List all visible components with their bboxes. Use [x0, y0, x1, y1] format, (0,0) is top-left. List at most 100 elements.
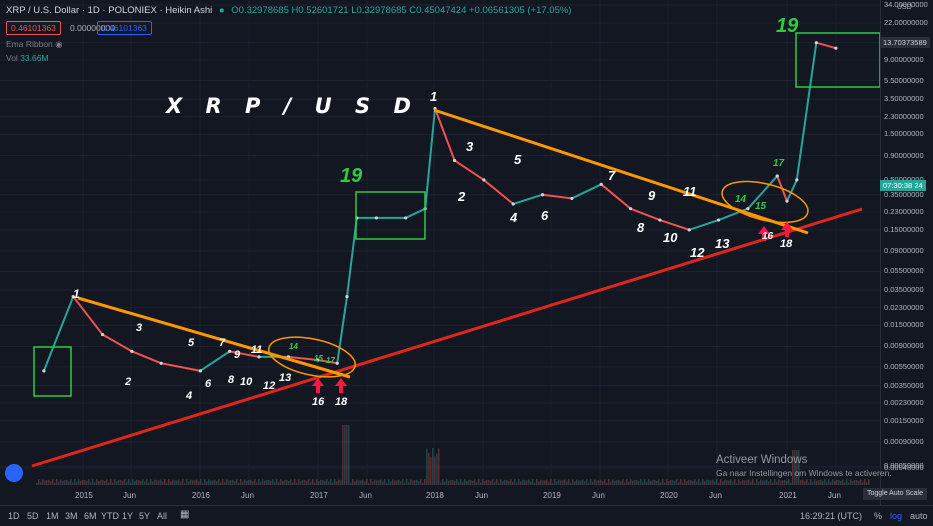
volume-bar — [220, 482, 222, 485]
status-dot-icon: ● — [218, 5, 225, 16]
volume-bar — [742, 479, 744, 485]
volume-bar — [70, 479, 72, 485]
eye-icon[interactable]: ◉ — [55, 39, 63, 49]
volume-bar — [114, 479, 116, 485]
volume-bar — [184, 482, 186, 485]
range-5d[interactable]: 5D — [27, 511, 39, 521]
wave-label: 19 — [776, 15, 799, 37]
volume-bar — [744, 480, 746, 485]
volume-bar — [272, 479, 274, 485]
volume-bar — [514, 479, 516, 485]
log-toggle[interactable]: log — [890, 511, 903, 521]
volume-bar — [644, 479, 646, 485]
price-point — [228, 349, 232, 353]
volume-bar — [196, 479, 198, 485]
volume-bar — [406, 479, 408, 485]
volume-bar — [428, 452, 430, 485]
volume-bar — [598, 480, 600, 485]
volume-bar — [458, 482, 460, 485]
volume-bar — [364, 481, 366, 485]
auto-toggle[interactable]: auto — [910, 511, 928, 521]
percent-toggle[interactable]: % — [874, 511, 883, 521]
volume-bar — [558, 479, 560, 485]
wave-label: 17 — [326, 356, 335, 365]
volume-bar — [78, 479, 80, 485]
volume-bar — [434, 456, 436, 485]
price-axis[interactable] — [880, 0, 933, 505]
volume-bar — [318, 481, 320, 485]
volume-bar — [526, 480, 528, 485]
volume-bar — [58, 482, 60, 485]
volume-bar — [574, 481, 576, 485]
volume-bar — [638, 481, 640, 485]
volume-bar — [378, 480, 380, 485]
volume-bar — [86, 481, 88, 485]
volume-bar — [576, 479, 578, 485]
calendar-icon[interactable]: ▦ — [180, 509, 190, 520]
up-arrow-icon — [758, 226, 770, 241]
volume-bar — [670, 479, 672, 485]
volume-bar — [560, 480, 562, 485]
volume-bar — [684, 479, 686, 485]
x-tick-label: 2018 — [426, 491, 444, 500]
wave-label: 16 — [312, 396, 325, 408]
y-tick-label: 0.90000000 — [884, 150, 924, 160]
range-1y[interactable]: 1Y — [122, 511, 134, 521]
price-point — [71, 294, 75, 299]
volume-bar — [768, 481, 770, 485]
volume-bar — [228, 480, 230, 485]
range-ytd[interactable]: YTD — [101, 511, 119, 521]
volume-bar — [612, 479, 614, 485]
volume-bar — [730, 479, 732, 485]
y-tick-label: 0.01500000 — [884, 320, 924, 330]
volume-bar — [344, 425, 346, 485]
volume-indicator[interactable]: Vol 33.66M — [6, 53, 49, 63]
wave-label: 14 — [289, 342, 298, 351]
wave-label: 3 — [466, 139, 474, 154]
volume-bar — [642, 482, 644, 485]
volume-bar — [262, 479, 264, 485]
sell-price-button[interactable]: 0.46101363 — [6, 21, 61, 35]
volume-bar — [342, 425, 344, 485]
volume-bar — [130, 482, 132, 485]
buy-price-button[interactable]: 0.46101363 — [97, 21, 152, 35]
wave-label: 4 — [185, 390, 192, 402]
range-all[interactable]: All — [157, 511, 168, 521]
wave-label: 5 — [514, 152, 522, 167]
range-6m[interactable]: 6M — [84, 511, 97, 521]
range-5y[interactable]: 5Y — [139, 511, 151, 521]
ema-ribbon-indicator[interactable]: Ema Ribbon ◉ — [6, 39, 63, 50]
price-point — [345, 294, 349, 299]
wave-label: 18 — [780, 238, 793, 250]
volume-bar — [530, 481, 532, 485]
volume-bar — [546, 479, 548, 485]
volume-bar — [286, 479, 288, 485]
volume-bar — [96, 479, 98, 485]
volume-bar — [98, 481, 100, 485]
volume-bar — [320, 479, 322, 485]
volume-bar — [518, 479, 520, 485]
volume-bar — [588, 482, 590, 485]
clock[interactable]: 16:29:21 (UTC) — [800, 511, 863, 521]
volume-bar — [182, 479, 184, 485]
volume-bar — [276, 479, 278, 485]
volume-bar — [482, 479, 484, 485]
y-tick-label: 0.15000000 — [884, 224, 924, 234]
range-1m[interactable]: 1M — [46, 511, 59, 521]
volume-bar — [674, 480, 676, 485]
x-tick-label: 2021 — [779, 491, 797, 500]
range-1d[interactable]: 1D — [8, 511, 20, 521]
price-segment — [434, 108, 456, 161]
y-tick-label: 0.35000000 — [884, 189, 924, 199]
range-3m[interactable]: 3M — [65, 511, 78, 521]
volume-bar — [720, 479, 722, 485]
ohlc-values: O0.32978685 H0.52601721 L0.32978685 C0.4… — [231, 5, 572, 16]
symbol-title[interactable]: XRP / U.S. Dollar · 1D · POLONIEX · Heik… — [6, 5, 213, 16]
logo-icon[interactable] — [5, 464, 23, 482]
price-point — [404, 216, 408, 220]
volume-bar — [778, 479, 780, 485]
y-tick-label: 0.00900000 — [884, 341, 924, 351]
volume-bar — [806, 479, 808, 485]
price-point — [687, 228, 691, 232]
